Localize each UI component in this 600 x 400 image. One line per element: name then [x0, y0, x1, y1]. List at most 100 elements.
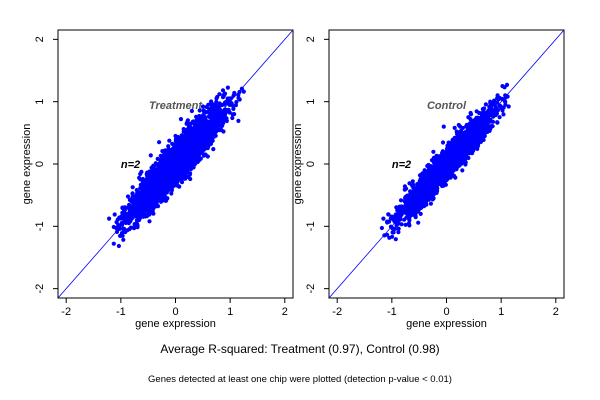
data-point — [211, 102, 216, 107]
sample-size-label: n=2 — [121, 159, 140, 171]
data-points — [107, 85, 246, 249]
data-point — [222, 91, 228, 96]
data-point — [142, 200, 147, 205]
data-point — [149, 210, 154, 215]
data-point — [167, 159, 172, 164]
data-point — [201, 146, 206, 151]
data-point — [150, 200, 155, 205]
data-point — [193, 149, 199, 155]
data-point — [232, 90, 237, 96]
data-point — [481, 137, 486, 142]
data-point — [214, 96, 219, 101]
data-point — [220, 88, 226, 93]
data-point — [391, 230, 396, 235]
y-tick-label: -1 — [34, 221, 46, 231]
data-point — [387, 235, 392, 240]
data-point — [147, 181, 152, 186]
data-point — [236, 92, 241, 97]
data-point — [191, 132, 196, 137]
data-point — [210, 124, 215, 129]
data-point — [211, 147, 216, 152]
data-point — [175, 170, 180, 175]
data-point — [184, 131, 189, 136]
y-tick-label: 0 — [34, 161, 46, 167]
data-point — [175, 144, 180, 149]
data-point — [497, 115, 502, 120]
data-point — [234, 99, 239, 105]
data-point — [495, 120, 500, 125]
data-point — [180, 136, 185, 142]
data-point — [191, 119, 196, 124]
data-point — [156, 193, 161, 198]
data-point — [474, 109, 479, 114]
plot-area — [329, 30, 564, 298]
data-point — [492, 103, 497, 108]
y-tick-label: -2 — [34, 284, 46, 294]
data-point — [158, 153, 163, 158]
data-point — [228, 96, 234, 101]
data-point — [204, 110, 209, 115]
data-point — [157, 140, 162, 145]
data-point — [165, 196, 170, 201]
data-point — [179, 177, 184, 182]
data-point — [222, 116, 227, 121]
data-point — [143, 178, 148, 183]
panel-label: Treatment — [149, 100, 203, 112]
data-point — [177, 184, 182, 189]
data-point — [180, 140, 185, 145]
data-point — [221, 129, 226, 134]
data-point — [197, 125, 202, 130]
data-point — [172, 168, 177, 173]
data-point — [112, 212, 117, 217]
x-tick-label: 1 — [227, 306, 233, 318]
data-point — [132, 203, 137, 208]
data-point — [183, 164, 188, 169]
data-point — [410, 179, 415, 184]
data-point — [241, 89, 246, 94]
data-point — [166, 144, 171, 149]
data-point — [197, 157, 202, 163]
data-point — [169, 191, 174, 196]
data-point — [119, 231, 125, 236]
data-point — [194, 121, 199, 126]
data-point — [107, 216, 112, 221]
data-point — [156, 173, 161, 178]
data-point — [181, 169, 186, 175]
data-point — [114, 229, 120, 234]
data-point — [197, 114, 202, 119]
data-point — [200, 104, 206, 109]
data-point — [186, 149, 191, 154]
data-point — [222, 101, 227, 106]
data-point — [407, 218, 412, 223]
data-point — [163, 170, 168, 175]
data-point — [140, 204, 145, 209]
data-point — [167, 138, 172, 143]
data-point — [184, 144, 189, 149]
data-point — [418, 211, 423, 216]
data-point — [213, 118, 218, 124]
data-point — [146, 174, 151, 179]
data-point — [231, 104, 236, 109]
data-point — [189, 108, 194, 114]
data-point — [149, 185, 154, 190]
data-point — [215, 107, 220, 112]
data-point — [133, 194, 139, 199]
data-point — [178, 117, 184, 122]
data-point — [193, 153, 198, 158]
data-point — [125, 194, 131, 199]
data-point — [205, 120, 210, 125]
data-point — [141, 214, 146, 219]
data-point — [495, 108, 500, 113]
data-point — [200, 129, 205, 134]
data-point — [190, 143, 195, 148]
x-tick-label: -1 — [116, 306, 126, 318]
data-point — [214, 99, 219, 104]
data-point — [185, 126, 190, 132]
data-point — [188, 171, 193, 176]
data-point — [201, 118, 206, 123]
data-point — [127, 197, 132, 203]
data-point — [134, 188, 139, 193]
data-point — [137, 198, 142, 203]
data-point — [202, 137, 207, 142]
data-point — [111, 241, 116, 246]
